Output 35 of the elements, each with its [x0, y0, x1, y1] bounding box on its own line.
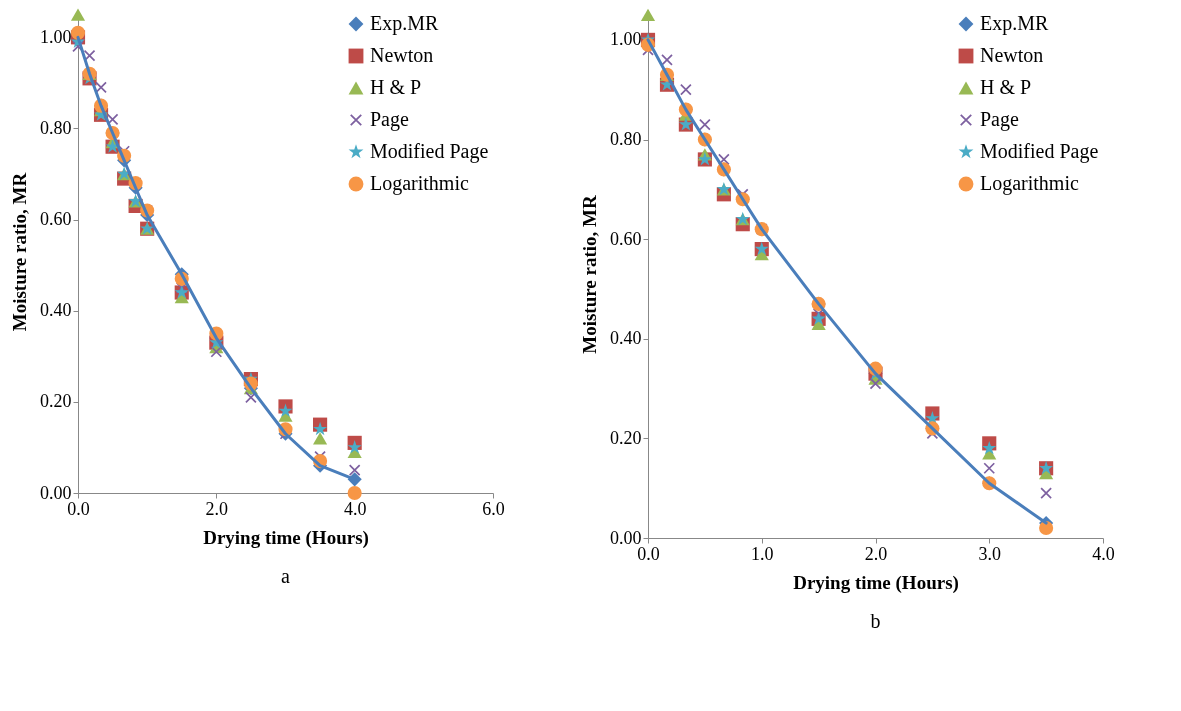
x-axis-title: Drying time (Hours) — [203, 526, 369, 549]
text: b — [870, 610, 881, 632]
y-tick-label: 0.80 — [40, 117, 72, 138]
x-tick-label: 4.0 — [1092, 543, 1115, 564]
x-tick-label: 1.0 — [751, 543, 774, 564]
legend-label: Exp.MR — [980, 12, 1049, 35]
legend-label: Newton — [980, 44, 1044, 66]
y-axis-title: Moisture ratio, MR — [9, 172, 30, 332]
y-tick-label: 0.60 — [610, 228, 642, 249]
x-tick-label: 2.0 — [205, 498, 229, 519]
x-tick-label: 3.0 — [978, 543, 1001, 564]
x-axis-title: Drying time (Hours) — [793, 571, 959, 594]
legend-label: Modified Page — [370, 140, 489, 163]
legend-label: Logarithmic — [980, 172, 1079, 195]
text: a — [281, 565, 291, 587]
y-tick-label: 0.20 — [40, 391, 72, 412]
x-tick-label: 4.0 — [343, 498, 367, 519]
legend-label: H & P — [370, 76, 422, 98]
x-tick-label: 6.0 — [482, 498, 505, 519]
x-tick-label: 2.0 — [864, 543, 888, 564]
y-tick-label: 1.00 — [610, 29, 642, 50]
y-axis-title: Moisture ratio, MR — [579, 194, 600, 354]
y-tick-label: 0.20 — [610, 427, 642, 448]
legend-label: Exp.MR — [370, 12, 439, 35]
y-tick-label: 0.60 — [40, 209, 72, 230]
y-tick-label: 0.40 — [40, 300, 72, 321]
legend-label: Page — [980, 108, 1019, 131]
legend-label: H & P — [980, 76, 1032, 98]
legend-label: Logarithmic — [370, 172, 469, 195]
y-tick-label: 0.80 — [610, 129, 642, 150]
y-tick-label: 0.40 — [610, 328, 642, 349]
legend-label: Page — [370, 108, 409, 131]
legend-label: Newton — [370, 44, 434, 66]
y-tick-label: 1.00 — [40, 26, 72, 47]
legend-label: Modified Page — [980, 140, 1099, 163]
